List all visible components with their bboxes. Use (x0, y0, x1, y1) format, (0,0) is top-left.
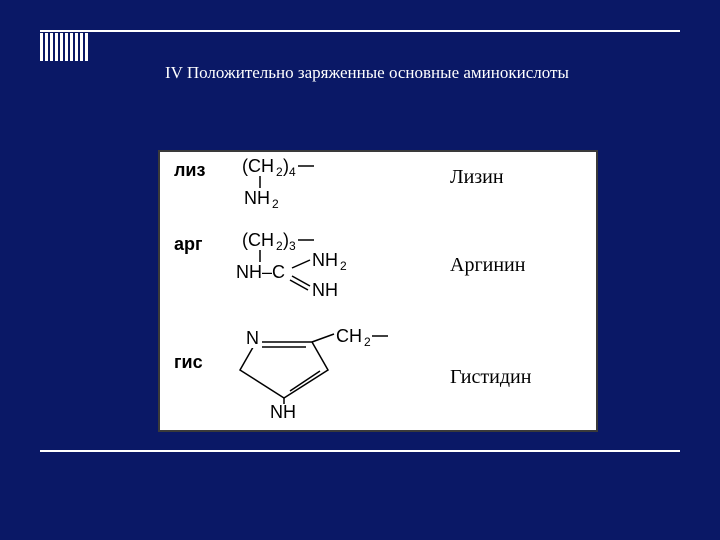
slide: IV Положительно заряженные основные амин… (0, 0, 720, 540)
name-histidine: Гистидин (450, 366, 531, 389)
svg-text:CH: CH (336, 326, 362, 346)
svg-text:4: 4 (289, 165, 296, 179)
row-histidine: гис Гистидин N (160, 324, 596, 430)
slide-title: IV Положительно заряженные основные амин… (165, 62, 660, 84)
formula-histidine: N NH CH 2 (216, 324, 446, 430)
row-arginine: арг Аргинин (CH 2 ) 3 NH–C NH 2 (160, 230, 596, 316)
svg-text:NH–C: NH–C (236, 262, 285, 282)
svg-text:3: 3 (289, 239, 296, 253)
name-arginine: Аргинин (450, 254, 525, 277)
histidine-svg: N NH CH 2 (216, 324, 446, 430)
formula-arginine: (CH 2 ) 3 NH–C NH 2 NH (230, 226, 450, 322)
lysine-svg: (CH 2 ) 4 NH 2 (230, 152, 430, 232)
bottom-rule (40, 450, 680, 452)
abbr-histidine: гис (174, 352, 203, 373)
svg-text:N: N (246, 328, 259, 348)
abbr-arginine: арг (174, 234, 203, 255)
formula-lysine: (CH 2 ) 4 NH 2 (230, 152, 430, 232)
svg-text:(CH: (CH (242, 230, 274, 250)
svg-text:NH: NH (244, 188, 270, 208)
abbr-lysine: лиз (174, 160, 205, 181)
corner-stripes (40, 33, 88, 61)
name-lysine: Лизин (450, 166, 504, 189)
svg-text:NH: NH (312, 250, 338, 270)
arginine-svg: (CH 2 ) 3 NH–C NH 2 NH (230, 226, 450, 322)
svg-text:2: 2 (272, 197, 279, 211)
chemistry-panel: лиз Лизин (CH 2 ) 4 NH 2 (158, 150, 598, 432)
svg-text:2: 2 (276, 239, 283, 253)
panel-inner: лиз Лизин (CH 2 ) 4 NH 2 (160, 152, 596, 430)
svg-text:2: 2 (276, 165, 283, 179)
svg-text:NH: NH (270, 402, 296, 422)
top-rule (40, 30, 680, 32)
svg-text:2: 2 (340, 259, 347, 273)
svg-text:2: 2 (364, 335, 371, 349)
svg-text:NH: NH (312, 280, 338, 300)
svg-text:(CH: (CH (242, 156, 274, 176)
